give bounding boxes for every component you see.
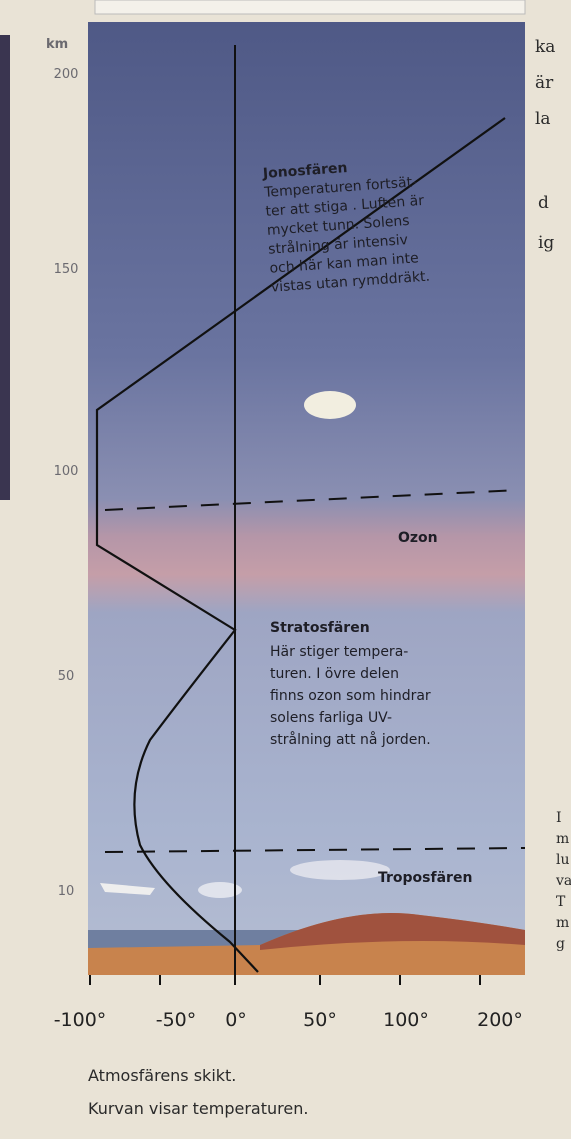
side-fragment: ka <box>535 37 555 57</box>
section-line: Här stiger tempera- <box>270 644 408 660</box>
side-fragment: la <box>535 109 551 129</box>
side-fragment: ig <box>538 233 554 253</box>
side-fragment: d <box>538 193 549 213</box>
mountain <box>260 913 525 950</box>
side-fragment: är <box>535 73 554 93</box>
side-fragment: T <box>556 894 566 910</box>
caption: Atmosfärens skikt. Kurvan visar temperatu… <box>88 1066 308 1118</box>
x-label: 50° <box>303 1009 337 1031</box>
side-fragment: m <box>556 915 569 931</box>
x-label: -100° <box>54 1009 107 1031</box>
troposphere-label: Troposfären <box>378 870 472 886</box>
temperature-curve <box>95 117 506 973</box>
cloud <box>290 860 390 880</box>
y-label: 150 <box>54 262 79 277</box>
section-title: Stratosfären <box>270 620 370 636</box>
y-label: 200 <box>54 67 79 82</box>
side-fragment: m <box>556 831 569 847</box>
airplane <box>100 883 155 895</box>
side-fragment: lu <box>556 852 570 868</box>
caption-line: Atmosfärens skikt. <box>88 1066 236 1085</box>
x-label: -50° <box>156 1009 197 1031</box>
ozone-label: Ozon <box>398 530 438 546</box>
side-fragment: g <box>556 936 565 952</box>
section-title: Jonosfären <box>261 160 348 182</box>
y-label: 10 <box>58 884 75 899</box>
x-label: 200° <box>477 1009 523 1031</box>
x-ticks <box>89 975 481 985</box>
section-line: turen. I övre delen <box>270 666 399 682</box>
x-label: 0° <box>225 1009 247 1031</box>
axis-unit: km <box>46 37 68 52</box>
caption-line: Kurvan visar temperaturen. <box>88 1099 308 1118</box>
side-fragment: I <box>556 810 562 826</box>
y-labels: 200 150 100 50 10 <box>54 67 79 899</box>
boundary-line <box>104 489 521 511</box>
box-edge <box>94 0 526 15</box>
side-text: ka är la d ig <box>535 37 555 253</box>
photo-edge <box>0 35 10 500</box>
sky-panel <box>88 22 525 975</box>
x-label: 100° <box>383 1009 429 1031</box>
stratosphere-text: Stratosfären Här stiger tempera-turen. I … <box>270 620 431 748</box>
y-label: 100 <box>54 464 79 479</box>
section-line: finns ozon som hindrar <box>270 688 431 704</box>
section-line: solens farliga UV- <box>270 710 392 726</box>
x-labels: -100° -50° 0° 50° 100° 200° <box>54 1009 523 1031</box>
y-label: 50 <box>58 669 75 684</box>
cloud <box>198 882 242 898</box>
astronaut <box>304 391 356 419</box>
boundary-line <box>104 847 526 853</box>
section-line: strålning att nå jorden. <box>270 731 431 748</box>
side-fragment: va <box>555 873 571 889</box>
